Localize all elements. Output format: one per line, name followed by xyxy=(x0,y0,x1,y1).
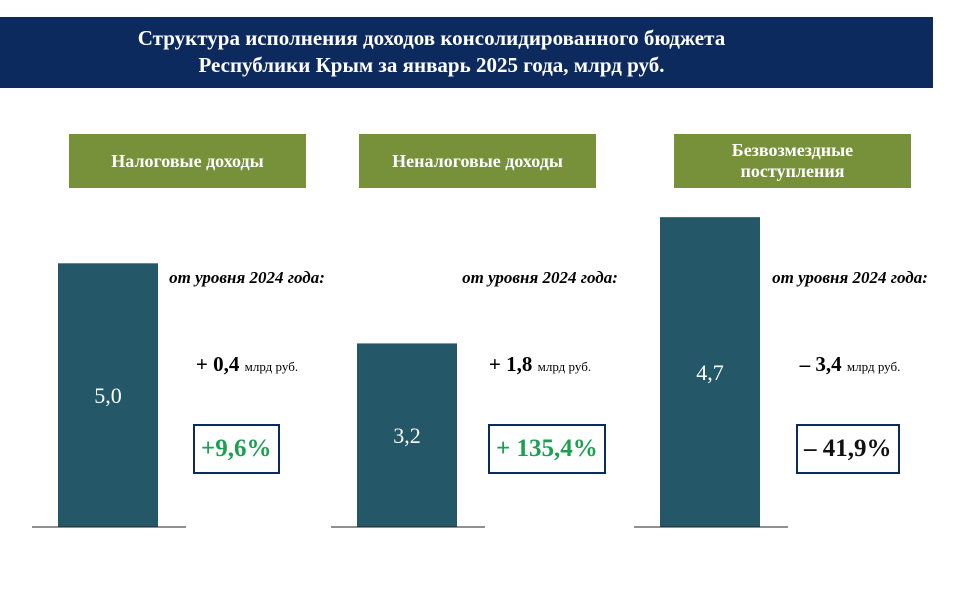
change-value: + 1,8 xyxy=(488,352,533,376)
change: + 1,8 млрд руб. xyxy=(455,352,625,377)
bar xyxy=(357,343,457,527)
change-value: + 0,4 xyxy=(195,352,240,376)
title-bar: Структура исполнения доходов консолидиро… xyxy=(0,17,933,88)
bar xyxy=(660,217,760,528)
title-line: Структура исполнения доходов консолидиро… xyxy=(137,26,726,50)
bar xyxy=(58,263,158,527)
change-unit: млрд руб. xyxy=(537,359,592,374)
annotation: от уровня 2024 года: xyxy=(169,268,325,287)
change-unit: млрд руб. xyxy=(244,359,299,374)
change-unit: млрд руб. xyxy=(846,359,901,374)
panel-header: Безвозмездные поступления xyxy=(674,134,911,188)
panel-header: Налоговые доходы xyxy=(69,134,306,188)
annotation: от уровня 2024 года: xyxy=(462,268,618,287)
change-value: – 3,4 xyxy=(799,352,842,376)
annotation: от уровня 2024 года: xyxy=(772,268,928,287)
value-label: 5,0 xyxy=(94,383,122,408)
percent-change: +9,6% xyxy=(193,424,280,474)
value-label: 4,7 xyxy=(696,360,724,385)
change: + 0,4 млрд руб. xyxy=(162,352,332,377)
percent-change: + 135,4% xyxy=(488,424,606,474)
change: – 3,4 млрд руб. xyxy=(765,352,935,377)
panel-header: Неналоговые доходы xyxy=(359,134,596,188)
title-line: Республики Крым за январь 2025 года, млр… xyxy=(198,53,665,77)
percent-change: – 41,9% xyxy=(796,424,900,474)
value-label: 3,2 xyxy=(393,423,421,448)
